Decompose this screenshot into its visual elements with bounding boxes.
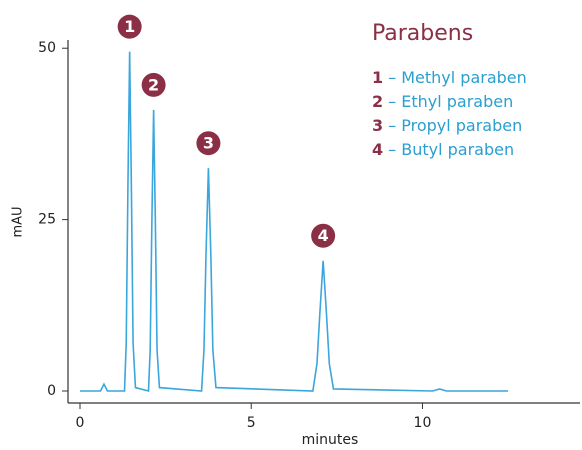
peak-marker	[141, 72, 166, 97]
x-tick-label: 10	[414, 415, 432, 431]
y-tick-label: 0	[47, 383, 56, 399]
legend-entry: 4 – Butyl paraben	[372, 140, 514, 159]
legend-label: – Butyl paraben	[388, 140, 514, 159]
legend-number: 3	[372, 116, 383, 135]
trace	[79, 51, 509, 393]
x-axis-label: minutes	[302, 432, 359, 448]
legend-entry: 3 – Propyl paraben	[372, 116, 522, 135]
peak-label: 1	[124, 17, 135, 36]
peak-label: 3	[203, 134, 214, 153]
peak-marker	[311, 223, 336, 248]
peak-label: 4	[318, 226, 329, 245]
x-tick-label: 0	[76, 415, 85, 431]
legend-number: 4	[372, 140, 383, 159]
legend-entry: 2 – Ethyl paraben	[372, 92, 513, 111]
x-tick-label: 5	[247, 415, 256, 431]
legend-entry: 1 – Methyl paraben	[372, 68, 527, 87]
legend-title: Parabens	[372, 21, 473, 46]
legend-number: 2	[372, 92, 383, 111]
peak-marker	[196, 131, 221, 156]
peak-label: 2	[148, 75, 159, 94]
legend-label: – Ethyl paraben	[388, 92, 513, 111]
peak-marker	[117, 14, 142, 39]
y-axis-label: mAU	[11, 206, 26, 237]
legend-label: – Methyl paraben	[388, 68, 527, 87]
y-tick-label: 25	[38, 212, 56, 228]
legend-number: 1	[372, 68, 383, 87]
legend-label: – Propyl paraben	[388, 116, 522, 135]
y-tick-label: 50	[38, 40, 56, 56]
